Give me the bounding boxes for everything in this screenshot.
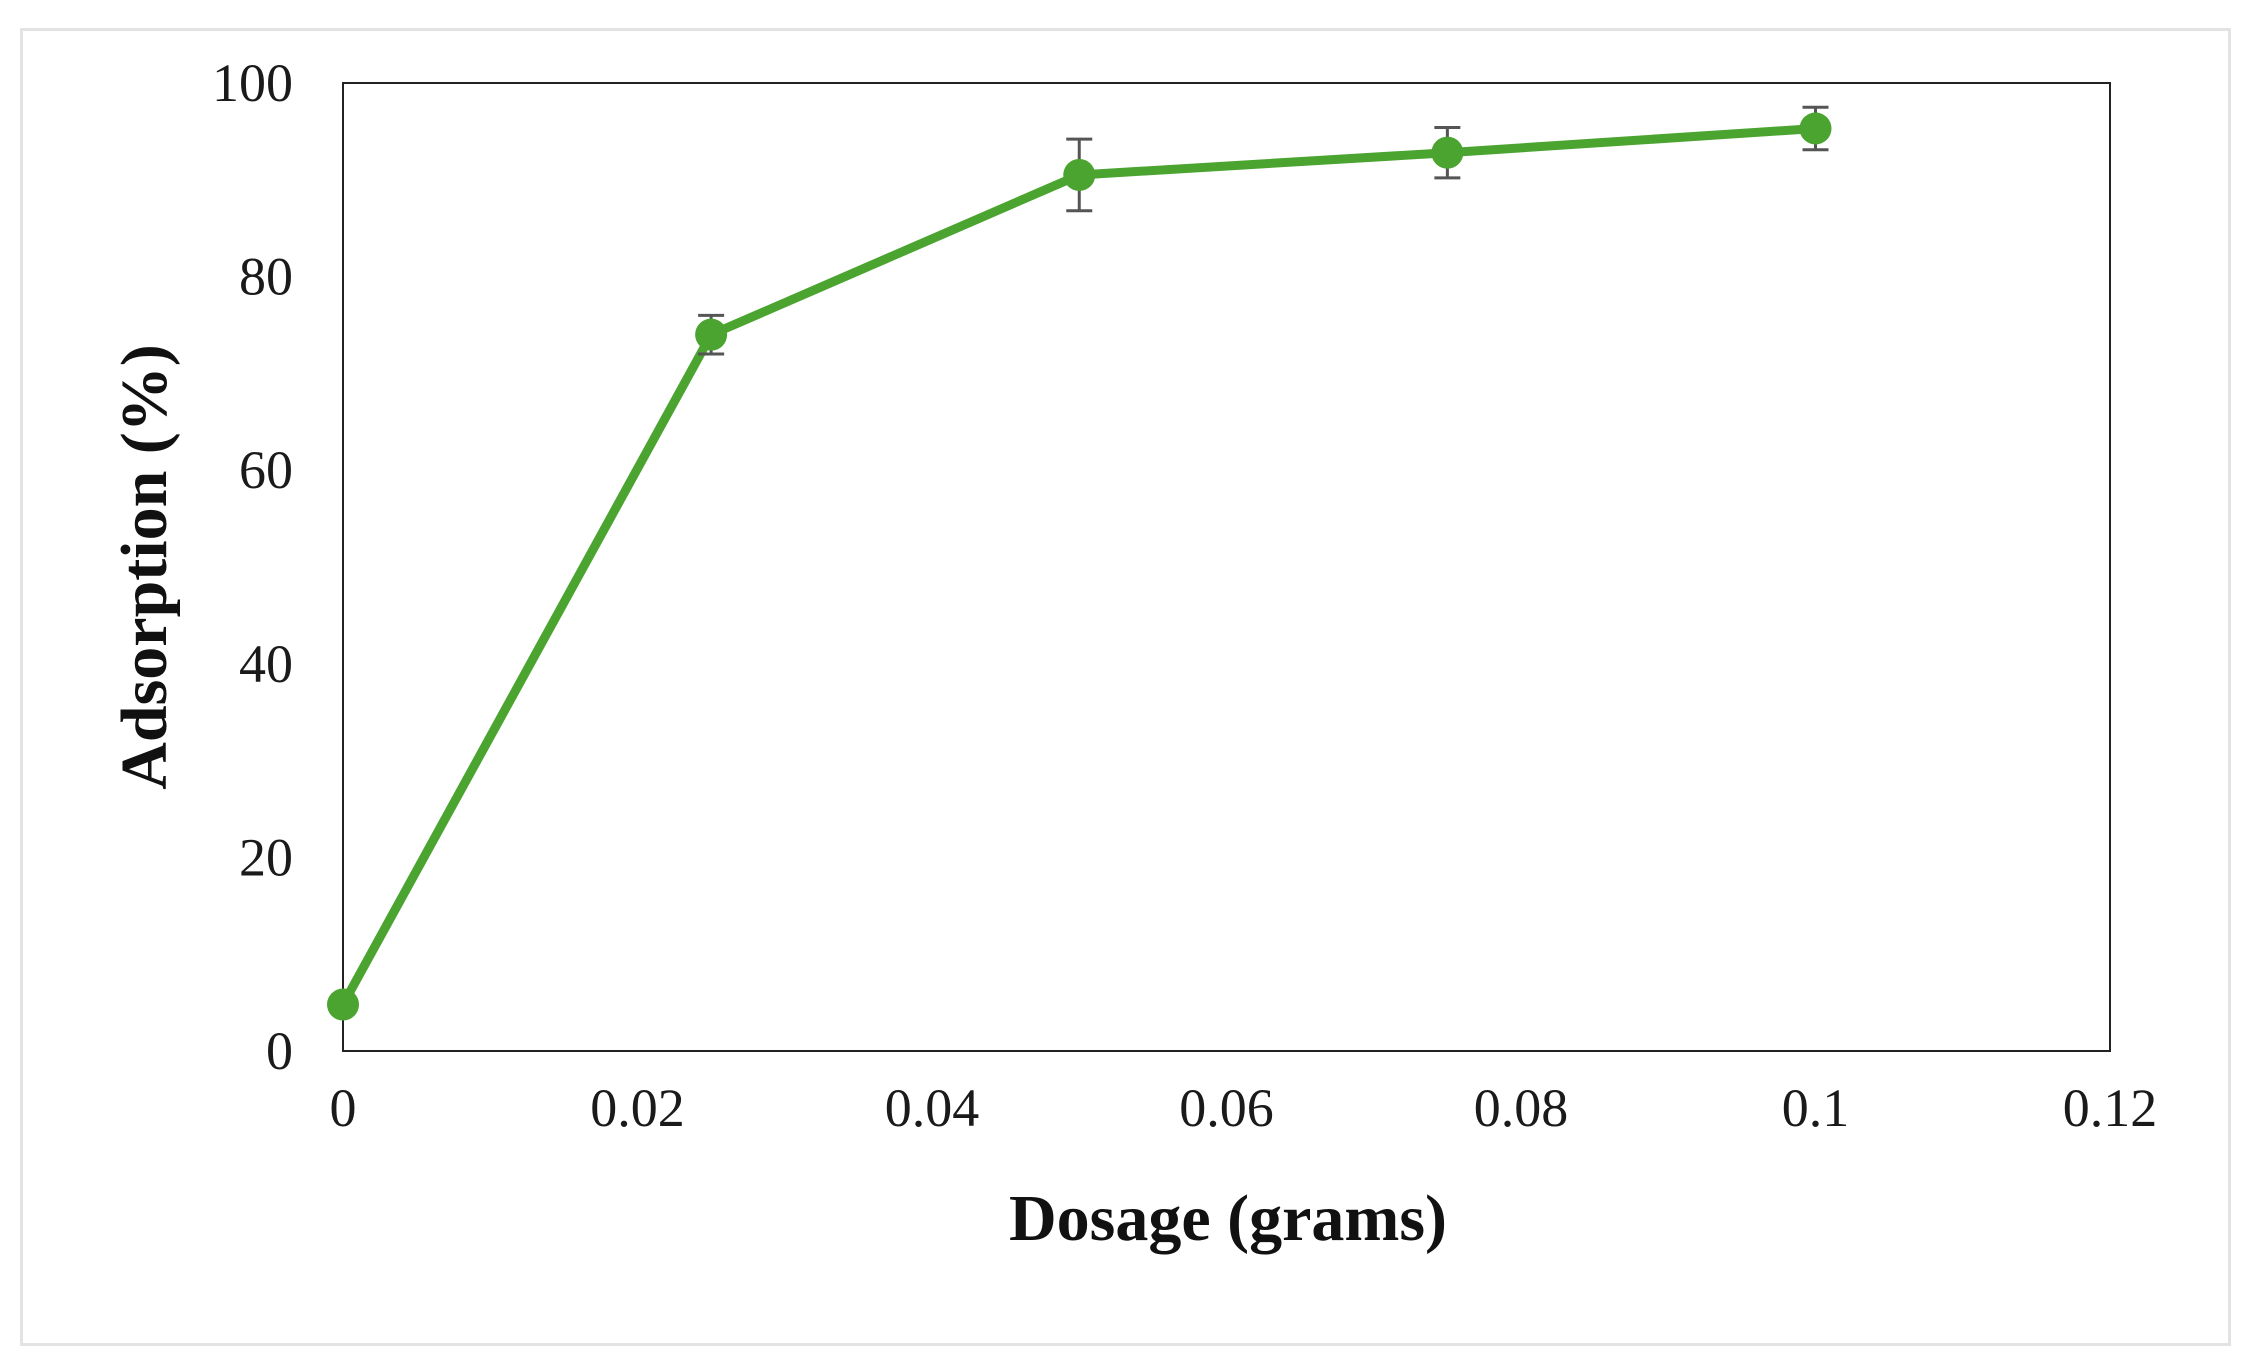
series-layer <box>327 105 1832 1021</box>
x-axis-title: Dosage (grams) <box>1009 1182 1447 1255</box>
plot-area <box>342 82 2111 1052</box>
data-point <box>1799 112 1832 145</box>
data-point <box>695 318 728 351</box>
y-axis-title: Adsorption (%) <box>108 344 181 790</box>
x-tick-label: 0.02 <box>590 1078 685 1138</box>
y-tick-label: 100 <box>212 53 293 113</box>
x-tick-label: 0.08 <box>1474 1078 1569 1138</box>
data-point <box>327 988 359 1021</box>
y-axis-ticks: 0 20 40 60 80 100 <box>212 53 293 1081</box>
x-tick-label: 0.1 <box>1782 1078 1850 1138</box>
y-tick-label: 60 <box>239 440 293 500</box>
y-tick-label: 0 <box>266 1021 293 1081</box>
y-tick-label: 80 <box>239 247 293 307</box>
x-tick-label: 0.06 <box>1179 1078 1274 1138</box>
x-tick-label: 0.04 <box>885 1078 980 1138</box>
x-axis-ticks: 0 0.02 0.04 0.06 0.08 0.1 0.12 <box>330 1078 2158 1138</box>
y-tick-label: 20 <box>239 827 293 887</box>
x-tick-label: 0 <box>330 1078 357 1138</box>
data-point <box>1431 136 1464 169</box>
x-tick-label: 0.12 <box>2063 1078 2158 1138</box>
data-point <box>1063 158 1096 191</box>
y-tick-label: 40 <box>239 634 293 694</box>
